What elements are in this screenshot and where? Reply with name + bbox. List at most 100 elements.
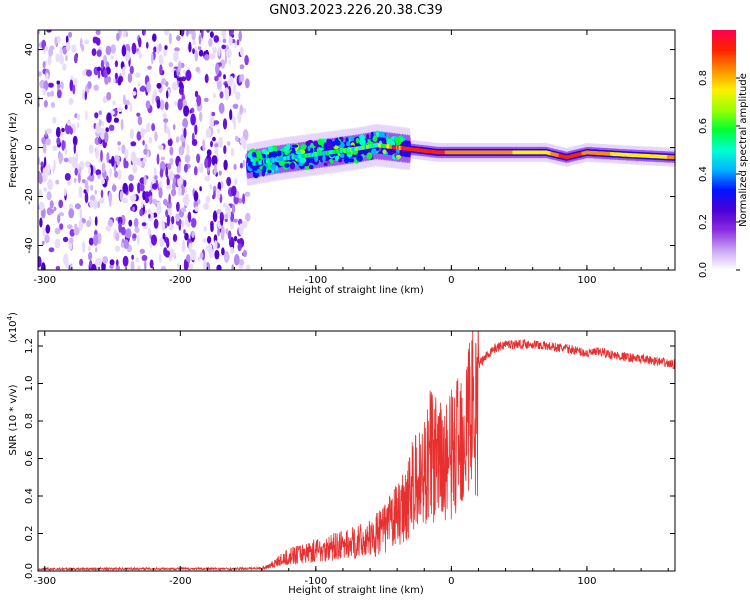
noise-cell <box>189 263 194 270</box>
noise-cell <box>229 109 233 121</box>
noise-cell <box>214 249 220 260</box>
noise-cell <box>243 249 247 258</box>
noise-cell <box>191 139 198 146</box>
noise-cell <box>165 126 170 134</box>
noise-cell <box>143 175 147 186</box>
noise-cell <box>105 127 109 133</box>
spectrogram-noise-region <box>38 30 251 270</box>
noise-cell <box>229 76 234 85</box>
noise-cell <box>240 73 245 83</box>
noise-cell <box>100 189 104 199</box>
noise-cell <box>143 148 148 155</box>
noise-cell <box>47 178 53 191</box>
noise-cell <box>39 217 43 228</box>
noise-cell <box>230 147 234 157</box>
noise-cell <box>205 127 212 139</box>
noise-cell <box>59 54 64 65</box>
noise-cell <box>82 69 87 77</box>
noise-cell <box>238 223 244 236</box>
noise-cell <box>156 153 160 165</box>
noise-cell <box>228 30 235 36</box>
noise-cell <box>197 46 202 51</box>
noise-cell <box>236 39 240 46</box>
noise-cell <box>76 122 80 129</box>
noise-cell <box>74 167 78 176</box>
noise-cell <box>159 99 165 111</box>
noise-cell <box>209 31 214 38</box>
noise-cell <box>141 222 147 227</box>
noise-cell <box>244 191 251 197</box>
noise-cell <box>141 254 148 262</box>
noise-cell <box>42 88 47 96</box>
signal-blob <box>322 154 326 163</box>
noise-cell <box>168 254 173 262</box>
noise-cell <box>161 78 167 85</box>
snr-series-line <box>38 331 675 571</box>
noise-cell <box>242 159 246 167</box>
noise-cell <box>185 69 192 81</box>
noise-cell <box>65 41 71 52</box>
snr-y-label: SNR (10 * v/v) <box>8 384 19 455</box>
noise-cell <box>138 37 142 48</box>
noise-cell <box>43 80 49 92</box>
noise-cell <box>195 66 201 73</box>
noise-cell <box>214 147 219 155</box>
noise-cell <box>106 91 112 101</box>
noise-cell <box>147 227 152 237</box>
noise-cell <box>55 179 60 185</box>
noise-cell <box>94 112 99 119</box>
noise-cell <box>214 143 219 148</box>
noise-cell <box>81 241 86 254</box>
noise-cell <box>212 210 218 223</box>
noise-cell <box>129 102 133 113</box>
noise-cell <box>63 187 67 197</box>
noise-cell <box>151 183 158 190</box>
noise-cell <box>50 90 55 97</box>
colorbar-tick-label: 0.6 <box>698 118 709 134</box>
noise-cell <box>38 188 43 199</box>
noise-cell <box>117 216 123 226</box>
noise-cell <box>190 113 196 126</box>
noise-cell <box>227 141 231 146</box>
snr-background <box>38 331 675 571</box>
noise-cell <box>124 99 130 106</box>
signal-blob <box>267 146 274 153</box>
noise-cell <box>144 196 150 204</box>
noise-cell <box>206 30 210 33</box>
noise-cell <box>167 163 172 170</box>
noise-cell <box>42 61 46 69</box>
noise-cell <box>116 32 120 42</box>
noise-cell <box>137 116 143 126</box>
noise-cell <box>203 226 207 232</box>
noise-cell <box>228 210 231 219</box>
noise-cell <box>233 253 240 266</box>
noise-cell <box>120 242 124 248</box>
noise-cell <box>173 101 177 106</box>
signal-blob <box>275 150 282 157</box>
colorbar-tick-label: 0.8 <box>698 70 709 86</box>
noise-cell <box>204 176 210 181</box>
noise-cell <box>43 156 47 169</box>
noise-cell <box>231 116 236 124</box>
noise-cell <box>160 156 166 161</box>
noise-cell <box>40 161 44 167</box>
noise-cell <box>233 164 237 170</box>
noise-cell <box>65 35 69 44</box>
signal-blob <box>356 155 363 162</box>
noise-cell <box>205 262 211 270</box>
noise-cell <box>109 124 115 131</box>
noise-cell <box>159 64 163 75</box>
colorbar-label: Normalized spectral amplitude <box>738 73 749 227</box>
noise-cell <box>88 144 94 154</box>
noise-cell <box>55 53 60 63</box>
noise-cell <box>210 223 214 232</box>
noise-cell <box>232 103 239 110</box>
noise-cell <box>181 240 186 253</box>
noise-cell <box>128 174 135 182</box>
noise-cell <box>202 238 208 243</box>
noise-cell <box>202 259 207 270</box>
noise-cell <box>213 93 216 99</box>
noise-cell <box>38 201 45 211</box>
noise-cell <box>91 263 97 270</box>
